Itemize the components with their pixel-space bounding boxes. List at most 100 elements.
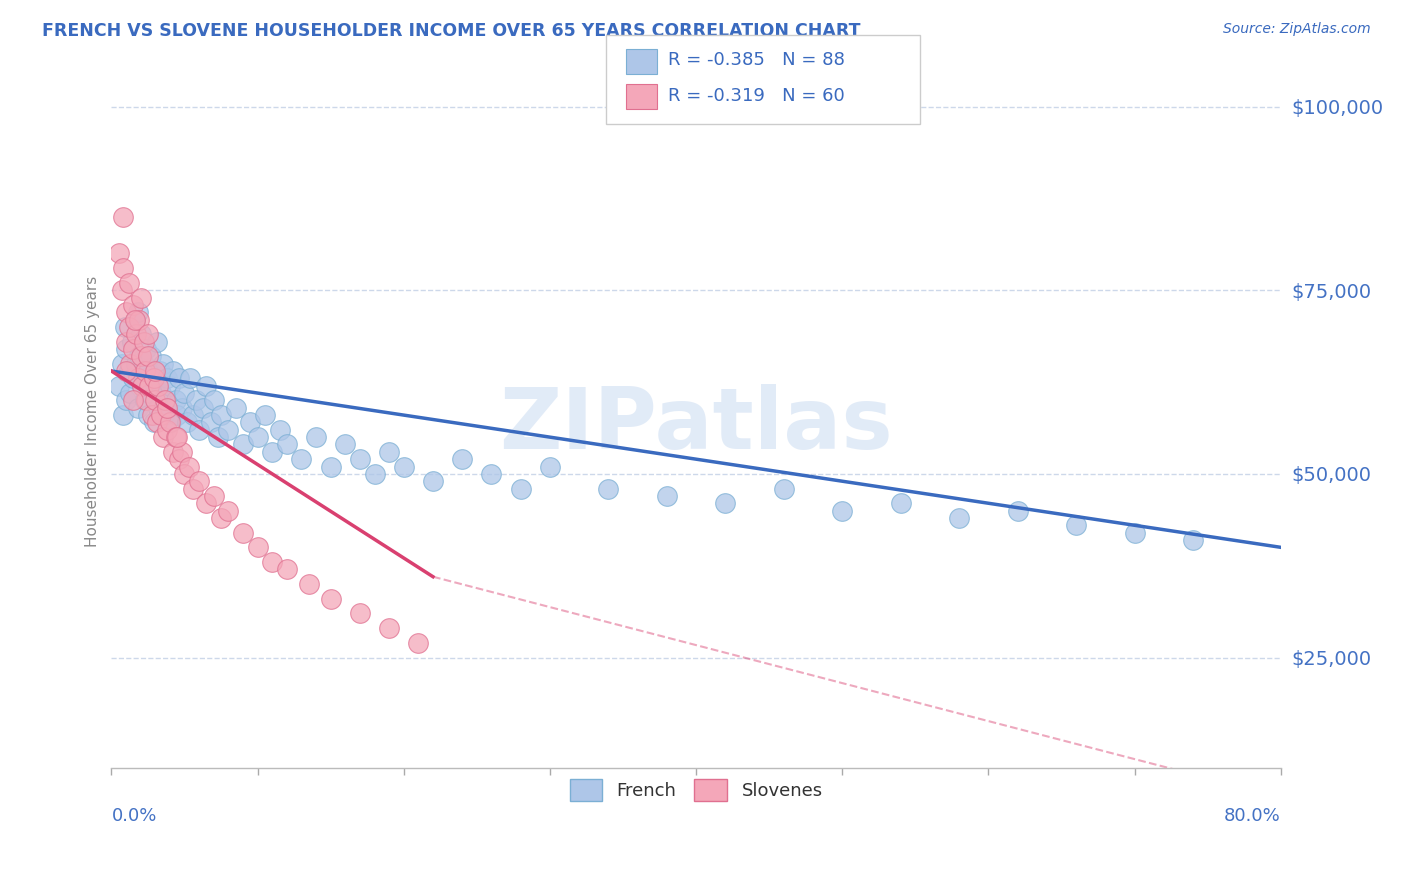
Point: [143, 378, 166, 392]
Point: [139, 349, 162, 363]
Point: [136, 408, 159, 422]
Point: [111, 357, 134, 371]
Point: [177, 459, 200, 474]
Point: [195, 496, 218, 510]
Point: [217, 423, 239, 437]
Point: [422, 474, 444, 488]
Point: [378, 445, 401, 459]
Point: [173, 467, 195, 481]
Point: [176, 416, 198, 430]
Point: [115, 364, 138, 378]
Point: [170, 401, 193, 415]
Point: [262, 445, 284, 459]
Point: [152, 430, 174, 444]
Point: [115, 342, 138, 356]
Point: [107, 246, 129, 260]
Point: [160, 416, 183, 430]
Point: [831, 503, 853, 517]
Point: [159, 416, 181, 430]
Point: [120, 386, 142, 401]
Text: R = -0.385   N = 88: R = -0.385 N = 88: [668, 51, 845, 69]
Point: [253, 408, 276, 422]
Point: [232, 525, 254, 540]
Point: [112, 261, 135, 276]
Point: [179, 371, 201, 385]
Point: [155, 393, 177, 408]
Point: [188, 423, 211, 437]
Point: [173, 386, 195, 401]
Point: [127, 305, 149, 319]
Point: [135, 393, 157, 408]
Point: [138, 378, 160, 392]
Point: [128, 312, 150, 326]
Point: [349, 452, 371, 467]
Legend: French, Slovenes: French, Slovenes: [562, 772, 830, 808]
Point: [122, 371, 145, 385]
Point: [162, 445, 184, 459]
Point: [132, 334, 155, 349]
Point: [145, 334, 167, 349]
Point: [135, 342, 157, 356]
Point: [200, 416, 222, 430]
Point: [136, 349, 159, 363]
Point: [319, 459, 342, 474]
Point: [159, 378, 181, 392]
Point: [276, 562, 298, 576]
Point: [188, 474, 211, 488]
Point: [269, 423, 291, 437]
Point: [156, 401, 179, 415]
Point: [142, 416, 165, 430]
Point: [225, 401, 247, 415]
Point: [246, 541, 269, 555]
Point: [134, 393, 156, 408]
Point: [276, 437, 298, 451]
Text: 80.0%: 80.0%: [1225, 807, 1281, 825]
Point: [142, 371, 165, 385]
Point: [186, 393, 208, 408]
Point: [598, 482, 620, 496]
Point: [152, 357, 174, 371]
Y-axis label: Householder Income Over 65 years: Householder Income Over 65 years: [86, 276, 100, 547]
Point: [408, 636, 430, 650]
Point: [207, 430, 229, 444]
Point: [136, 327, 159, 342]
Point: [202, 393, 225, 408]
Point: [319, 591, 342, 606]
Point: [155, 393, 177, 408]
Point: [141, 408, 163, 422]
Point: [1064, 518, 1087, 533]
Point: [125, 327, 148, 342]
Point: [136, 364, 159, 378]
Point: [118, 364, 141, 378]
Point: [124, 312, 146, 326]
Point: [451, 452, 474, 467]
Text: ZIPatlas: ZIPatlas: [499, 384, 893, 467]
Point: [156, 371, 179, 385]
Point: [392, 459, 415, 474]
Point: [111, 283, 134, 297]
Point: [143, 364, 166, 378]
Point: [127, 401, 149, 415]
Point: [239, 416, 262, 430]
Point: [209, 511, 232, 525]
Point: [122, 393, 145, 408]
Point: [120, 357, 142, 371]
Point: [121, 334, 143, 349]
Point: [166, 408, 188, 422]
Point: [149, 364, 172, 378]
Point: [150, 386, 173, 401]
Text: Source: ZipAtlas.com: Source: ZipAtlas.com: [1223, 22, 1371, 37]
Point: [115, 334, 138, 349]
Point: [290, 452, 312, 467]
Point: [772, 482, 794, 496]
Point: [125, 357, 148, 371]
Point: [143, 393, 166, 408]
Text: R = -0.319   N = 60: R = -0.319 N = 60: [668, 87, 845, 105]
Point: [148, 401, 170, 415]
Point: [118, 276, 141, 290]
Point: [195, 378, 218, 392]
Point: [1007, 503, 1029, 517]
Point: [181, 482, 204, 496]
Point: [335, 437, 357, 451]
Point: [165, 430, 187, 444]
